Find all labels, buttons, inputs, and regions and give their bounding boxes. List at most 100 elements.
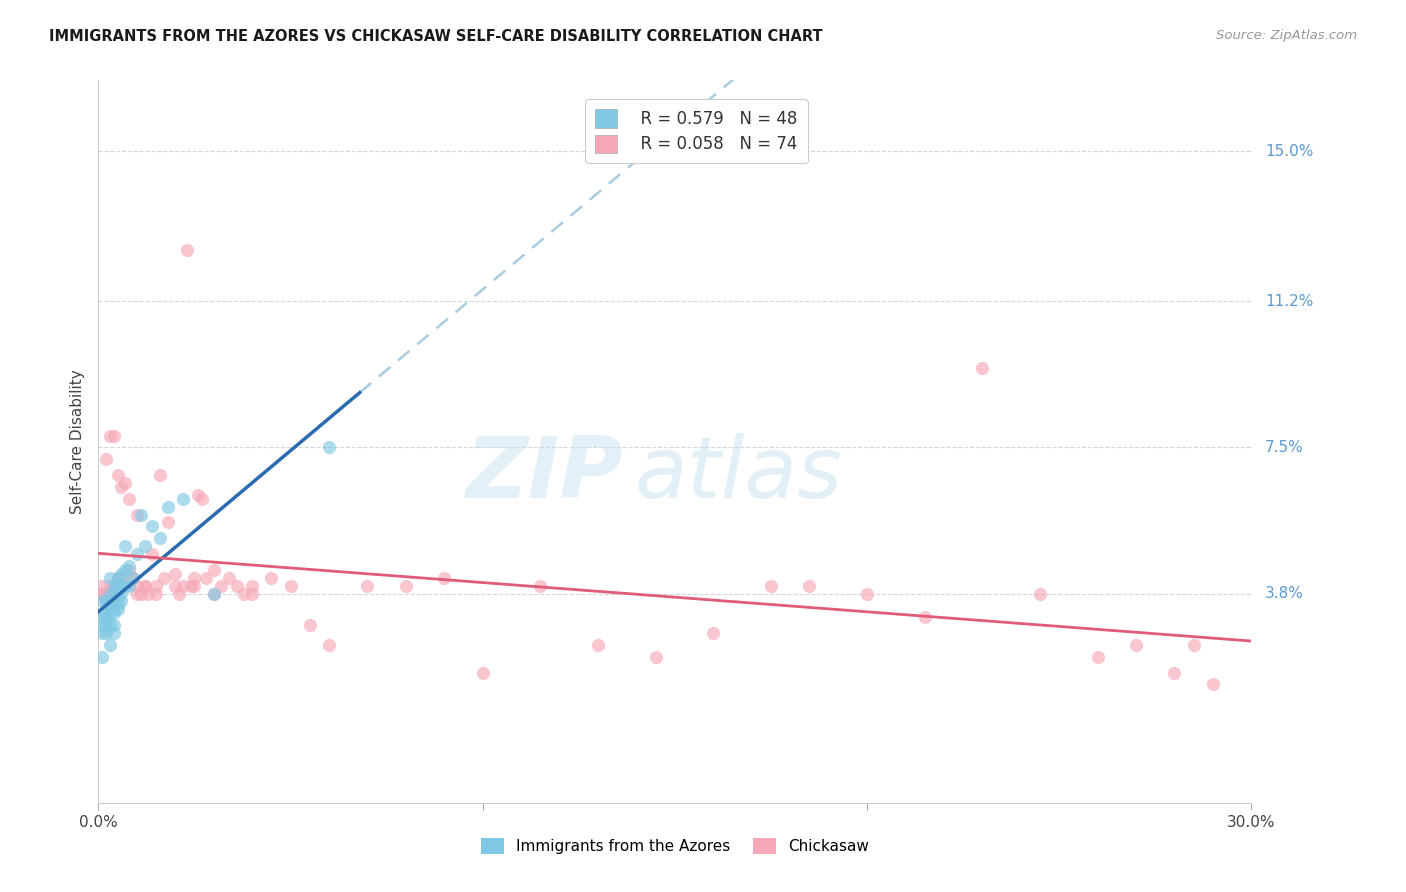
Point xyxy=(586,638,609,652)
Point xyxy=(149,531,172,545)
Point xyxy=(91,579,114,593)
Point xyxy=(218,571,240,585)
Point xyxy=(97,599,120,613)
Point xyxy=(1029,586,1052,600)
Point xyxy=(260,571,283,585)
Point xyxy=(152,571,174,585)
Point xyxy=(799,579,821,593)
Point xyxy=(94,452,117,467)
Point xyxy=(98,428,121,442)
Point xyxy=(114,475,136,490)
Point xyxy=(114,563,136,577)
Point xyxy=(318,638,340,652)
Point xyxy=(107,571,129,585)
Point xyxy=(141,519,163,533)
Point xyxy=(141,547,163,561)
Point xyxy=(176,243,198,257)
Point xyxy=(107,579,129,593)
Point xyxy=(107,602,129,616)
Point xyxy=(98,586,121,600)
Point xyxy=(356,579,378,593)
Point xyxy=(118,491,141,506)
Point xyxy=(91,586,114,600)
Text: 11.2%: 11.2% xyxy=(1265,293,1313,309)
Point xyxy=(98,618,121,632)
Point xyxy=(138,586,160,600)
Point xyxy=(98,571,121,585)
Text: Source: ZipAtlas.com: Source: ZipAtlas.com xyxy=(1216,29,1357,43)
Point xyxy=(191,491,214,506)
Point xyxy=(103,618,125,632)
Point xyxy=(395,579,418,593)
Point xyxy=(202,586,225,600)
Point xyxy=(98,607,121,621)
Point xyxy=(433,571,456,585)
Point xyxy=(134,539,156,553)
Point xyxy=(114,539,136,553)
Point xyxy=(118,558,141,573)
Point xyxy=(118,563,141,577)
Point xyxy=(98,638,121,652)
Point xyxy=(103,428,125,442)
Point xyxy=(103,594,125,608)
Point xyxy=(94,610,117,624)
Point xyxy=(195,571,218,585)
Point xyxy=(125,586,148,600)
Point xyxy=(156,500,179,514)
Point xyxy=(1087,649,1109,664)
Text: 3.8%: 3.8% xyxy=(1265,586,1305,601)
Point xyxy=(759,579,782,593)
Point xyxy=(972,361,994,376)
Point xyxy=(240,579,263,593)
Point xyxy=(187,488,209,502)
Point xyxy=(125,547,148,561)
Point xyxy=(318,441,340,455)
Point xyxy=(110,480,132,494)
Text: 7.5%: 7.5% xyxy=(1265,440,1303,455)
Text: IMMIGRANTS FROM THE AZORES VS CHICKASAW SELF-CARE DISABILITY CORRELATION CHART: IMMIGRANTS FROM THE AZORES VS CHICKASAW … xyxy=(49,29,823,45)
Point xyxy=(94,594,117,608)
Point xyxy=(529,579,551,593)
Point xyxy=(89,586,111,600)
Point xyxy=(107,599,129,613)
Point xyxy=(149,468,172,483)
Point xyxy=(702,626,724,640)
Point xyxy=(103,579,125,593)
Point xyxy=(202,563,225,577)
Text: atlas: atlas xyxy=(634,433,842,516)
Point xyxy=(91,649,114,664)
Point xyxy=(145,579,167,593)
Legend: Immigrants from the Azores, Chickasaw: Immigrants from the Azores, Chickasaw xyxy=(475,832,875,860)
Point xyxy=(93,607,115,621)
Point xyxy=(103,607,125,621)
Point xyxy=(183,579,205,593)
Point xyxy=(145,586,167,600)
Point xyxy=(280,579,302,593)
Point xyxy=(644,649,666,664)
Point xyxy=(240,586,263,600)
Point xyxy=(156,516,179,530)
Point xyxy=(103,579,125,593)
Point xyxy=(225,579,247,593)
Point xyxy=(125,508,148,522)
Point xyxy=(172,491,194,506)
Point xyxy=(914,610,936,624)
Point xyxy=(103,586,125,600)
Point xyxy=(103,626,125,640)
Point xyxy=(91,626,114,640)
Point xyxy=(89,618,111,632)
Point xyxy=(94,618,117,632)
Point xyxy=(122,571,145,585)
Point xyxy=(165,566,187,581)
Point xyxy=(298,618,321,632)
Point xyxy=(107,591,129,605)
Point xyxy=(107,571,129,585)
Point xyxy=(202,586,225,600)
Point xyxy=(122,571,145,585)
Point xyxy=(1182,638,1205,652)
Point xyxy=(129,586,152,600)
Text: ZIP: ZIP xyxy=(465,433,623,516)
Y-axis label: Self-Care Disability: Self-Care Disability xyxy=(69,369,84,514)
Point xyxy=(167,586,190,600)
Point xyxy=(165,579,187,593)
